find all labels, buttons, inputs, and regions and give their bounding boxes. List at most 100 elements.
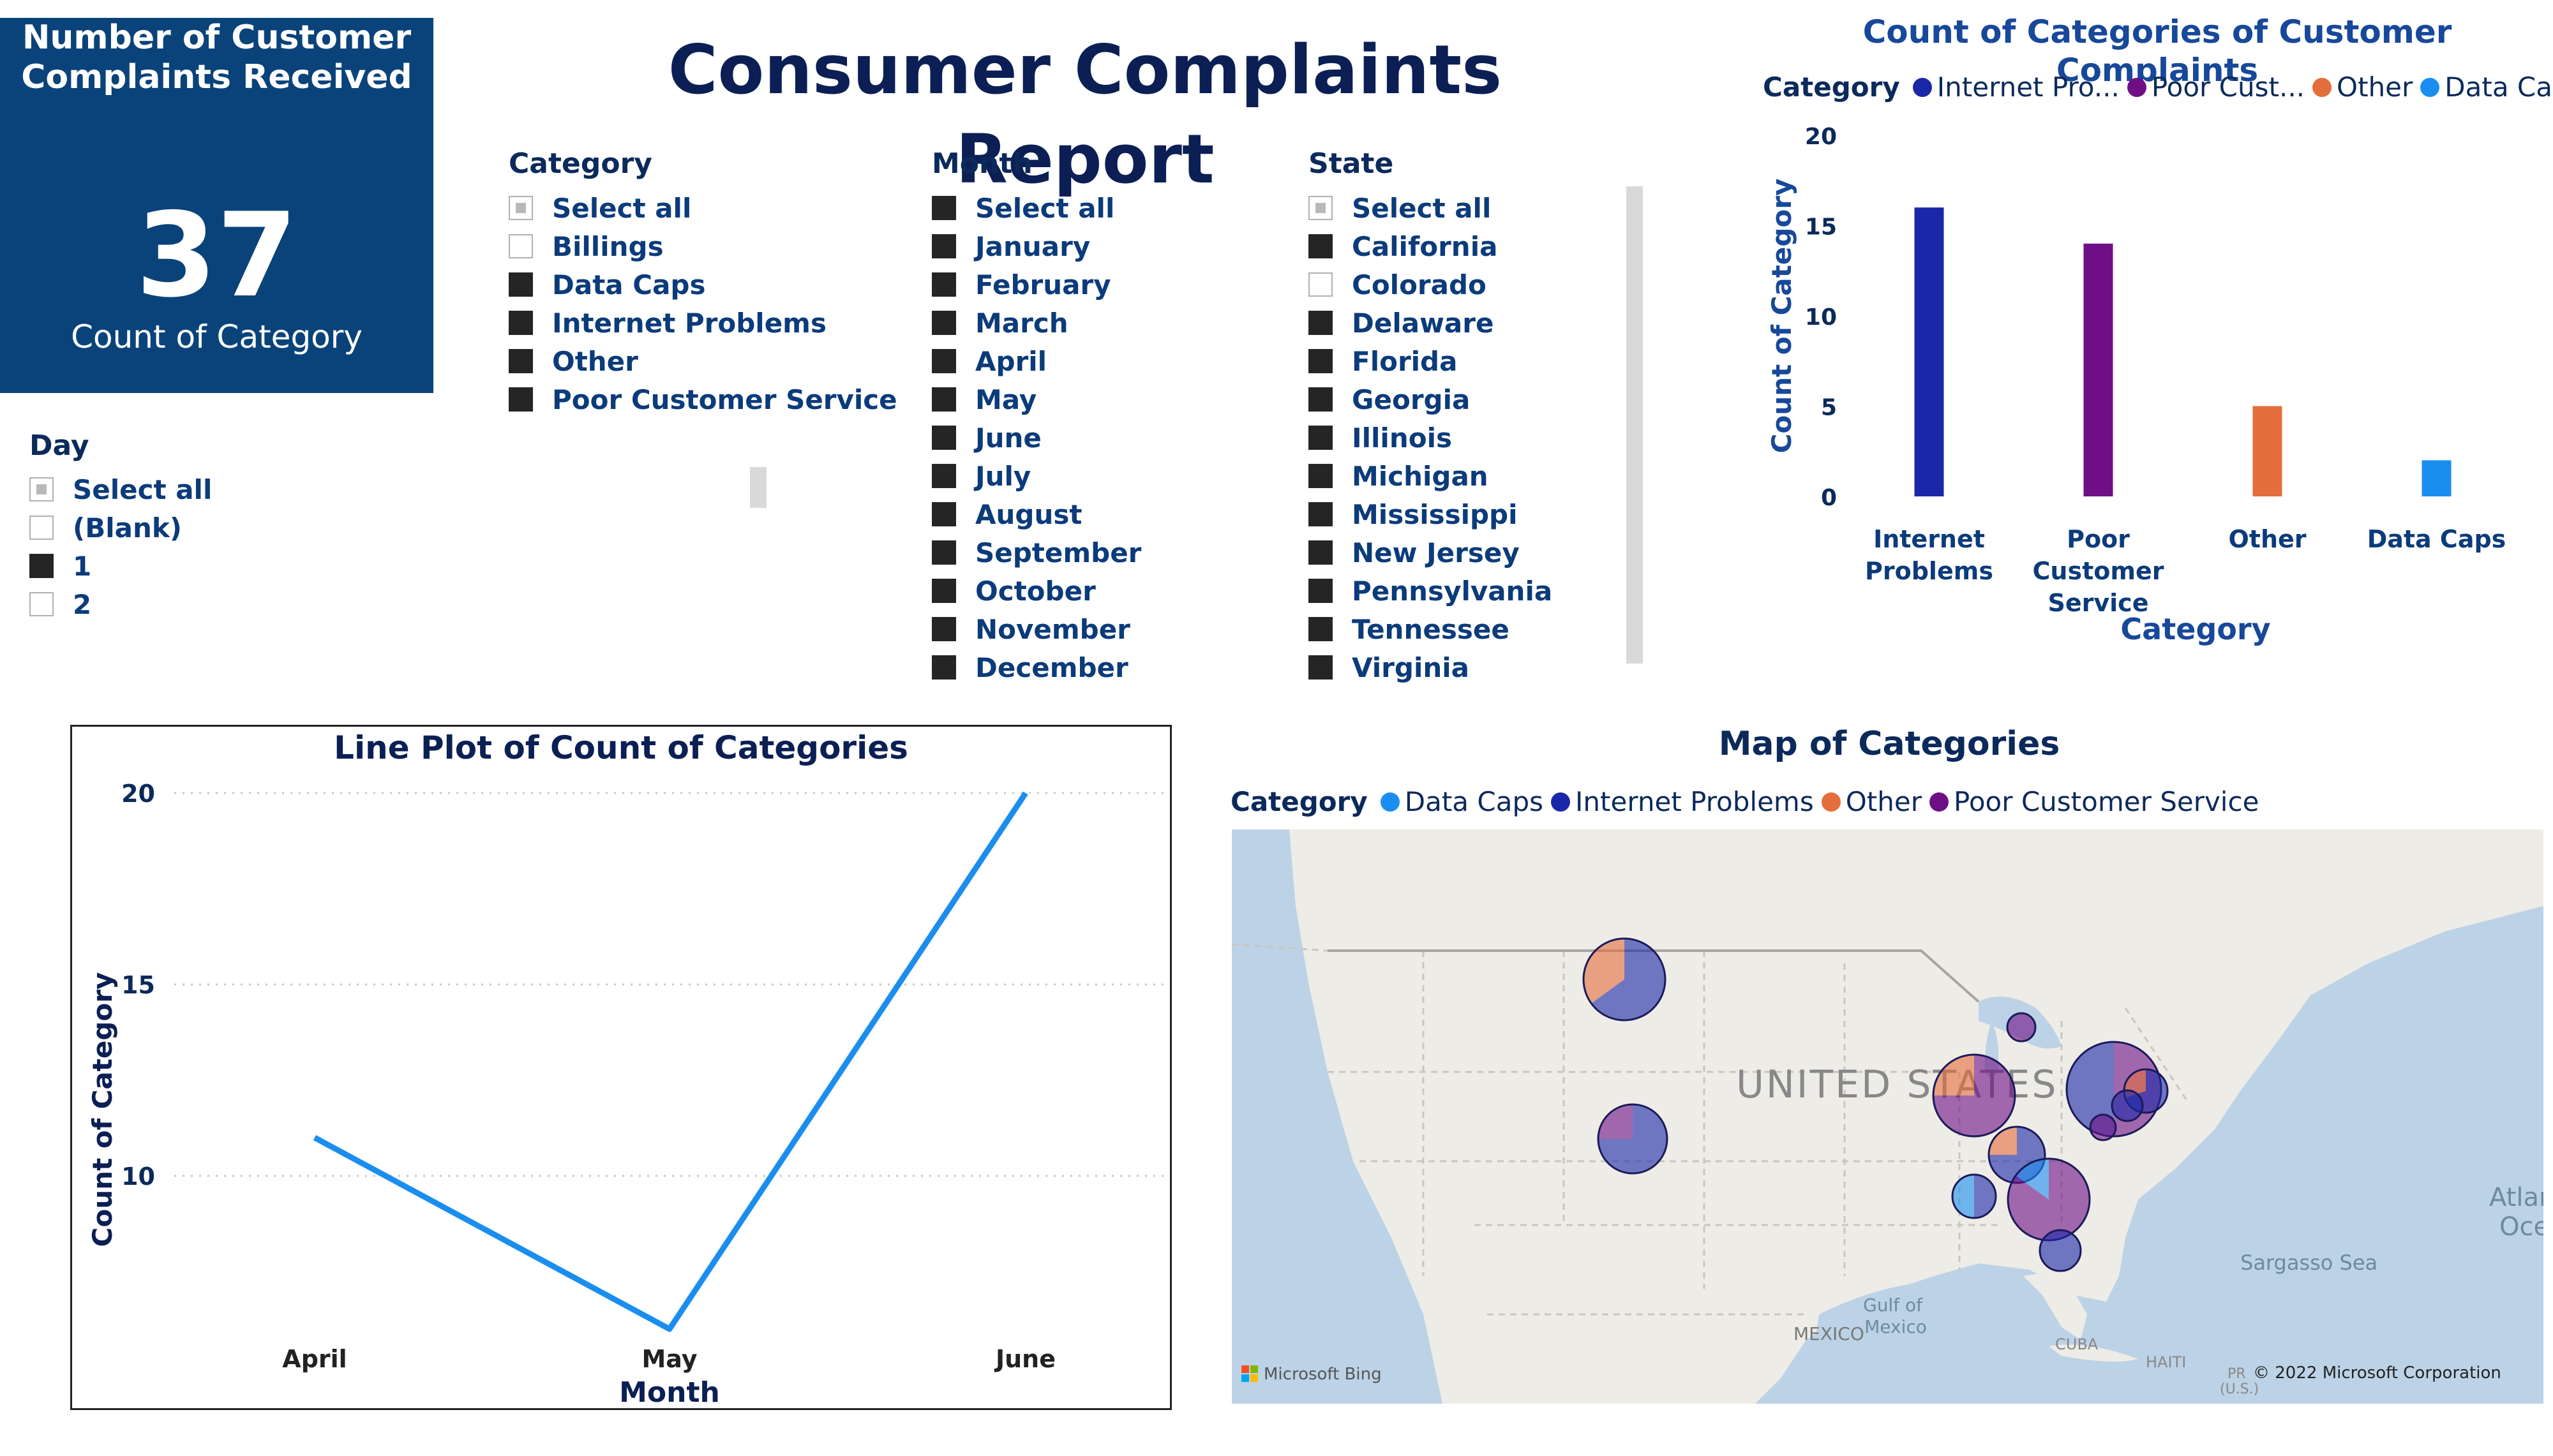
month-slicer-item[interactable]: October [932, 572, 1141, 610]
bar[interactable] [1914, 207, 1944, 496]
checkbox-icon[interactable] [932, 311, 956, 335]
checkbox-icon[interactable] [932, 540, 956, 565]
map-legend-item[interactable]: Poor Customer Service [1929, 786, 2259, 817]
checkbox-icon[interactable] [932, 196, 956, 220]
category-slicer-item[interactable]: Select all [509, 189, 897, 227]
map-label-pr-line-1: PR [2227, 1366, 2246, 1382]
state-slicer-item[interactable]: New Jersey [1308, 533, 1552, 572]
checkbox-icon[interactable] [29, 516, 54, 540]
state-slicer-item[interactable]: Georgia [1308, 380, 1552, 419]
checkbox-icon[interactable] [1308, 617, 1333, 641]
bar[interactable] [2422, 460, 2452, 496]
state-slicer-item[interactable]: Colorado [1308, 265, 1552, 304]
map-legend-item[interactable]: Internet Problems [1551, 786, 1814, 817]
state-slicer-item[interactable]: Illinois [1308, 419, 1552, 457]
checkbox-icon[interactable] [509, 234, 533, 258]
state-slicer-item[interactable]: Michigan [1308, 457, 1552, 495]
checkbox-icon[interactable] [932, 655, 956, 680]
day-slicer-item[interactable]: 1 [29, 547, 212, 585]
checkbox-icon[interactable] [1308, 196, 1333, 220]
bar[interactable] [2083, 243, 2113, 496]
bar-legend-item[interactable]: Internet Pro... [1912, 71, 2120, 103]
checkbox-icon[interactable] [1308, 655, 1333, 680]
state-slicer-item[interactable]: Pennsylvania [1308, 572, 1552, 610]
month-slicer-item[interactable]: November [932, 610, 1141, 648]
map-bubble[interactable] [1582, 937, 1666, 1021]
category-slicer-scrollbar[interactable] [750, 467, 767, 508]
map-label-sargasso: Sargasso Sea [2240, 1251, 2377, 1275]
checkbox-icon[interactable] [509, 272, 533, 297]
month-slicer-item[interactable]: July [932, 457, 1141, 495]
bar-legend-item[interactable]: Data Caps [2420, 71, 2553, 103]
month-slicer-item[interactable]: August [932, 495, 1141, 533]
map-bubble[interactable] [2007, 1157, 2091, 1242]
map-legend-item[interactable]: Data Caps [1380, 786, 1543, 817]
map-legend-item[interactable]: Other [1821, 786, 1922, 817]
checkbox-icon[interactable] [1308, 464, 1333, 488]
state-slicer-item[interactable]: Mississippi [1308, 495, 1552, 533]
checkbox-icon[interactable] [509, 196, 533, 220]
checkbox-icon[interactable] [1308, 387, 1333, 412]
month-slicer-item[interactable]: December [932, 648, 1141, 687]
map-bubble[interactable] [2006, 1012, 2037, 1043]
month-slicer-item[interactable]: June [932, 419, 1141, 457]
month-slicer-item[interactable]: Select all [932, 189, 1141, 227]
checkbox-icon[interactable] [1308, 502, 1333, 526]
checkbox-icon[interactable] [1308, 234, 1333, 258]
line-series[interactable] [313, 791, 1028, 1332]
checkbox-icon[interactable] [1308, 311, 1333, 335]
checkbox-icon[interactable] [29, 477, 54, 501]
checkbox-icon[interactable] [932, 349, 956, 373]
map-bubble[interactable] [2111, 1089, 2144, 1122]
category-slicer-item[interactable]: Poor Customer Service [509, 380, 897, 419]
checkbox-icon[interactable] [932, 617, 956, 641]
checkbox-icon[interactable] [932, 502, 956, 526]
state-slicer-item[interactable]: Virginia [1308, 648, 1552, 687]
category-slicer-item[interactable]: Billings [509, 227, 897, 265]
category-slicer-item[interactable]: Other [509, 342, 897, 380]
month-slicer-item[interactable]: February [932, 265, 1141, 304]
checkbox-icon[interactable] [29, 592, 54, 616]
map-bubble[interactable] [1932, 1053, 2016, 1138]
checkbox-icon[interactable] [932, 387, 956, 412]
map-bubble[interactable] [1597, 1103, 1668, 1175]
checkbox-icon[interactable] [509, 387, 533, 412]
map-bubble[interactable] [2089, 1113, 2117, 1141]
state-slicer-item[interactable]: Florida [1308, 342, 1552, 380]
bar-legend-item[interactable]: Poor Cust... [2127, 71, 2305, 103]
checkbox-icon[interactable] [932, 234, 956, 258]
category-slicer-item[interactable]: Internet Problems [509, 304, 897, 342]
checkbox-icon[interactable] [932, 579, 956, 603]
checkbox-icon[interactable] [1308, 426, 1333, 450]
checkbox-icon[interactable] [1308, 272, 1333, 297]
state-slicer-item[interactable]: Delaware [1308, 304, 1552, 342]
checkbox-icon[interactable] [509, 349, 533, 373]
bar[interactable] [2252, 406, 2282, 497]
bar-legend-item[interactable]: Other [2312, 71, 2413, 103]
state-slicer-item[interactable]: Tennessee [1308, 610, 1552, 648]
map-bubble[interactable] [2039, 1229, 2082, 1272]
month-slicer-item[interactable]: March [932, 304, 1141, 342]
day-slicer-item[interactable]: (Blank) [29, 509, 212, 547]
checkbox-icon[interactable] [932, 272, 956, 297]
month-slicer-item[interactable]: April [932, 342, 1141, 380]
checkbox-icon[interactable] [1308, 579, 1333, 603]
month-slicer-item[interactable]: September [932, 533, 1141, 572]
month-slicer-item[interactable]: May [932, 380, 1141, 419]
day-slicer-item[interactable]: 2 [29, 585, 212, 623]
state-slicer-item[interactable]: Select all [1308, 189, 1552, 227]
category-slicer-item[interactable]: Data Caps [509, 265, 897, 304]
state-slicer-item[interactable]: California [1308, 227, 1552, 265]
state-slicer-scrollbar[interactable] [1626, 186, 1643, 664]
checkbox-icon[interactable] [932, 464, 956, 488]
line-chart-title: Line Plot of Count of Categories [334, 729, 908, 766]
checkbox-icon[interactable] [1308, 540, 1333, 565]
checkbox-icon[interactable] [29, 554, 54, 578]
checkbox-icon[interactable] [932, 426, 956, 450]
checkbox-icon[interactable] [1308, 349, 1333, 373]
checkbox-icon[interactable] [509, 311, 533, 335]
map-bubble[interactable] [1951, 1173, 1997, 1219]
month-slicer-item[interactable]: January [932, 227, 1141, 265]
map[interactable]: UNITED STATES Gulf of Mexico MEXICO Sarg… [1232, 829, 2543, 1404]
day-slicer-item[interactable]: Select all [29, 470, 212, 509]
